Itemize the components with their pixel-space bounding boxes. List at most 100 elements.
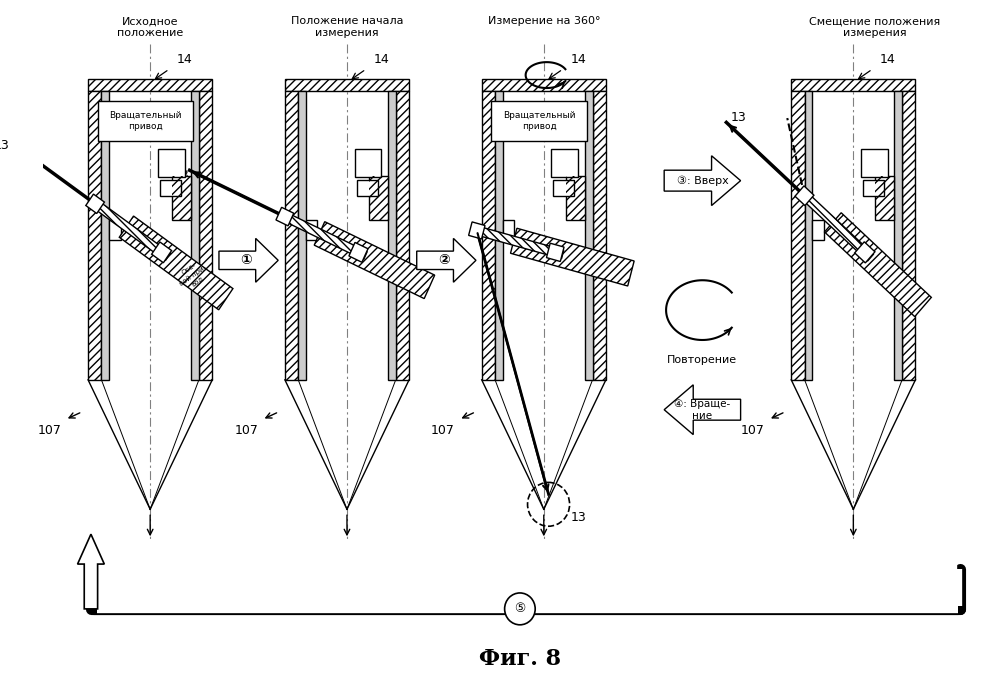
Bar — [158, 149, 185, 176]
Text: Вращательный
привод: Вращательный привод — [502, 111, 575, 130]
Bar — [109, 220, 121, 241]
Text: 107: 107 — [37, 424, 61, 437]
Polygon shape — [510, 228, 634, 286]
Bar — [791, 91, 804, 380]
Circle shape — [504, 593, 535, 625]
Bar — [565, 176, 584, 220]
Bar — [285, 91, 299, 380]
Bar — [482, 91, 496, 380]
Text: 14: 14 — [570, 53, 586, 66]
Text: 14: 14 — [880, 53, 896, 66]
Bar — [875, 176, 894, 220]
Bar — [285, 79, 409, 91]
Bar — [88, 79, 212, 91]
Bar — [902, 91, 915, 380]
Bar — [199, 91, 212, 380]
Text: Смещение положения
измерения: Смещение положения измерения — [809, 16, 940, 38]
Polygon shape — [546, 243, 564, 262]
Text: 13: 13 — [731, 111, 747, 124]
Bar — [285, 79, 409, 91]
Text: 14: 14 — [374, 53, 390, 66]
Bar — [482, 79, 606, 91]
Bar — [894, 91, 902, 380]
Bar — [306, 220, 318, 241]
Bar — [551, 149, 578, 176]
Polygon shape — [78, 534, 104, 609]
Bar — [502, 220, 514, 241]
Bar — [396, 91, 409, 380]
Bar — [388, 91, 396, 380]
Polygon shape — [93, 200, 171, 260]
Bar — [565, 176, 584, 220]
Text: 13: 13 — [570, 511, 586, 524]
Polygon shape — [417, 239, 476, 283]
Text: Исходное
положение: Исходное положение — [117, 16, 183, 38]
Bar — [863, 180, 884, 195]
Text: ②: ② — [439, 254, 450, 267]
Text: ④: Враще-
ние: ④: Враще- ние — [674, 399, 730, 420]
Bar — [369, 176, 388, 220]
Bar — [299, 91, 306, 380]
Bar — [791, 79, 915, 91]
Text: Вращательный
привод: Вращательный привод — [109, 111, 182, 130]
Text: 107: 107 — [234, 424, 258, 437]
Bar — [396, 91, 409, 380]
Polygon shape — [219, 239, 278, 283]
Bar — [592, 91, 606, 380]
Bar — [172, 176, 191, 220]
Bar — [812, 220, 824, 241]
Text: Фиг. 8: Фиг. 8 — [479, 648, 561, 670]
Polygon shape — [664, 155, 740, 206]
Bar — [102, 91, 109, 380]
Polygon shape — [119, 216, 233, 310]
Text: ①: ① — [241, 254, 252, 267]
Text: ③: Вверх: ③: Вверх — [676, 176, 728, 186]
Bar — [482, 91, 496, 380]
Bar — [492, 101, 586, 141]
Text: 107: 107 — [740, 424, 764, 437]
Polygon shape — [476, 226, 563, 259]
Bar — [791, 91, 804, 380]
Polygon shape — [469, 222, 485, 239]
Polygon shape — [664, 385, 740, 435]
Bar — [592, 91, 606, 380]
Text: 13: 13 — [174, 169, 190, 182]
Bar — [357, 180, 378, 195]
Polygon shape — [86, 194, 105, 214]
Polygon shape — [283, 212, 368, 260]
Bar — [553, 180, 574, 195]
Polygon shape — [855, 242, 875, 263]
Bar — [496, 91, 502, 380]
Polygon shape — [801, 193, 873, 261]
Text: Осе-
вой при-
вод: Осе- вой при- вод — [175, 258, 212, 293]
Polygon shape — [795, 186, 814, 206]
Bar — [199, 91, 212, 380]
Bar — [285, 91, 299, 380]
Text: ⑤: ⑤ — [514, 602, 525, 615]
Bar — [160, 180, 181, 195]
Bar — [482, 79, 606, 91]
Bar — [369, 176, 388, 220]
Bar — [191, 91, 199, 380]
Bar — [902, 91, 915, 380]
Bar — [172, 176, 191, 220]
Text: Положение начала
измерения: Положение начала измерения — [291, 16, 404, 38]
Text: 13: 13 — [0, 139, 9, 153]
Bar — [88, 79, 212, 91]
Text: 14: 14 — [177, 53, 193, 66]
Bar — [88, 91, 102, 380]
Polygon shape — [152, 242, 172, 263]
Bar — [875, 176, 894, 220]
Bar — [804, 91, 812, 380]
Bar — [861, 149, 888, 176]
Bar — [98, 101, 193, 141]
Polygon shape — [824, 213, 931, 316]
Polygon shape — [349, 243, 368, 262]
Bar — [88, 91, 102, 380]
Bar — [584, 91, 592, 380]
Bar — [791, 79, 915, 91]
Bar — [355, 149, 382, 176]
Polygon shape — [276, 208, 294, 226]
Text: Повторение: Повторение — [667, 355, 737, 365]
Text: Измерение на 360°: Измерение на 360° — [488, 16, 600, 26]
